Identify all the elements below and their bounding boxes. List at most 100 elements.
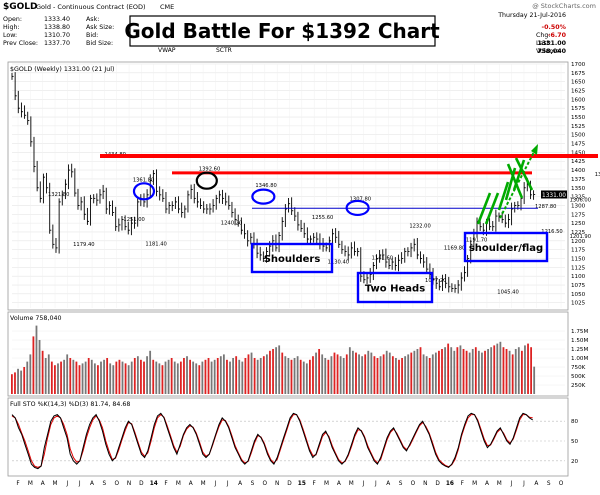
price-y-axis: 1700 1675 1650 1625 1600 1575 1550 1525 1500 1475… xyxy=(571,62,586,307)
volume-bar xyxy=(511,354,514,394)
x-tick-label-bottom: N xyxy=(127,481,131,487)
x-tick-label-bottom: D xyxy=(287,481,292,487)
volume-bar xyxy=(293,358,296,394)
volume-bar xyxy=(235,356,238,394)
volume-bar xyxy=(179,361,182,394)
x-tick-label-bottom: M xyxy=(472,481,477,487)
volume-bar xyxy=(170,358,173,394)
x-tick-label-bottom: F xyxy=(164,481,167,487)
volume-bar xyxy=(361,356,364,394)
price-tick-label: 1575 xyxy=(571,106,586,112)
x-tick-label-bottom: M xyxy=(349,481,354,487)
price-point-label: 1181.40 xyxy=(145,241,166,247)
volume-bar xyxy=(176,363,179,394)
shoulders-box-label: Shoulders xyxy=(264,254,321,265)
flag-line xyxy=(497,181,510,211)
volume-bar xyxy=(355,352,357,394)
price-point-label: 1392.60 xyxy=(199,167,220,173)
sto-tick-label: 20 xyxy=(571,459,579,465)
price-point-label: 1130.40 xyxy=(328,259,349,265)
price-point-label: 1191.70 xyxy=(466,238,487,244)
volume-bar xyxy=(69,358,72,394)
volume-bar xyxy=(376,358,379,394)
quote-mid-block: Ask:Ask Size:Bid:Bid Size: xyxy=(86,16,114,47)
price-point-label: 1251.00 xyxy=(123,217,144,223)
x-tick-label-bottom: 14 xyxy=(150,481,158,487)
price-tick-label: 1200 xyxy=(571,239,586,245)
sto-grid xyxy=(12,420,565,462)
volume-bar xyxy=(84,361,87,394)
volume-bar xyxy=(253,358,256,394)
price-point-label: 1255.60 xyxy=(312,215,333,221)
volume-bar xyxy=(204,359,207,394)
volume-bar xyxy=(358,354,360,394)
volume-bar xyxy=(41,350,44,394)
volume-tick-label: 250K xyxy=(571,383,586,389)
x-tick-label-bottom: A xyxy=(238,481,242,487)
volume-bar xyxy=(428,358,431,394)
volume-bar xyxy=(238,359,241,394)
blue-ellipse xyxy=(345,199,370,217)
volume-bar xyxy=(29,354,32,394)
x-tick-label-bottom: J xyxy=(374,481,377,487)
volume-bar xyxy=(395,358,397,394)
volume-bar xyxy=(441,349,443,394)
quote-right-value: 758,040 xyxy=(537,48,566,55)
volume-bar xyxy=(456,347,459,394)
price-point-label: 1077.20 xyxy=(425,278,446,284)
volume-bar xyxy=(287,358,290,394)
volume-bar xyxy=(444,347,446,394)
price-tick-label: 1150 xyxy=(571,256,586,262)
volume-bar xyxy=(90,359,93,394)
x-tick-label-bottom: J xyxy=(510,481,513,487)
volume-bar xyxy=(302,361,305,394)
price-point-label: 1307.80 xyxy=(350,197,371,203)
volume-bar xyxy=(385,350,388,394)
price-point-label: 1045.40 xyxy=(497,289,518,295)
x-tick-label-bottom: F xyxy=(461,481,464,487)
volume-bar xyxy=(143,361,145,394)
volume-bar xyxy=(333,352,336,394)
volume-bar xyxy=(232,358,234,394)
volume-bar xyxy=(109,363,112,394)
black-ellipse xyxy=(195,171,218,190)
quote-mid-label: Bid: xyxy=(86,32,98,39)
volume-bar xyxy=(462,349,465,394)
volume-bar xyxy=(207,358,210,394)
price-tick-label: 1325 xyxy=(571,195,586,201)
volume-bar xyxy=(54,365,56,394)
price-tick-label: 1700 xyxy=(571,62,586,68)
quote-right-label: Chg: xyxy=(536,32,551,39)
price-point-label: 1179.40 xyxy=(73,242,94,248)
x-tick-label-bottom: A xyxy=(189,481,193,487)
volume-bar xyxy=(468,352,471,394)
volume-bar xyxy=(262,356,265,394)
symbol-text: $GOLD xyxy=(3,2,38,12)
volume-bar xyxy=(496,343,499,394)
quote-left-block: Open: 1333.40 High: 1338.80 Low: 1310.70 Prev … xyxy=(3,16,70,47)
volume-bar xyxy=(192,361,195,394)
x-tick-label-bottom: M xyxy=(28,481,33,487)
volume-bar xyxy=(87,358,90,394)
price-tick-label: 1075 xyxy=(571,283,586,289)
x-tick-label-bottom: M xyxy=(53,481,58,487)
flag-line xyxy=(514,157,534,191)
quote-value: 1337.70 xyxy=(44,40,70,47)
price-tick-label: 1650 xyxy=(571,80,586,86)
volume-tick-label: 750K xyxy=(571,365,586,371)
flag-line xyxy=(506,163,524,199)
shoulder-flag-box xyxy=(463,231,549,263)
price-tick-label: 1225 xyxy=(571,230,586,236)
volume-bar xyxy=(66,354,69,394)
volume-bar xyxy=(269,350,271,394)
volume-bar xyxy=(167,359,170,394)
price-tick-label: 1100 xyxy=(571,274,586,280)
x-tick-label-bottom: S xyxy=(251,481,255,487)
x-tick-label-bottom: A xyxy=(386,481,390,487)
last-price-marker xyxy=(541,190,567,199)
volume-bar xyxy=(103,359,105,394)
volume-bar xyxy=(35,325,38,394)
price-tick-label: 1500 xyxy=(571,133,586,139)
x-tick-label-bottom: D xyxy=(139,481,144,487)
volume-bar xyxy=(265,354,268,394)
